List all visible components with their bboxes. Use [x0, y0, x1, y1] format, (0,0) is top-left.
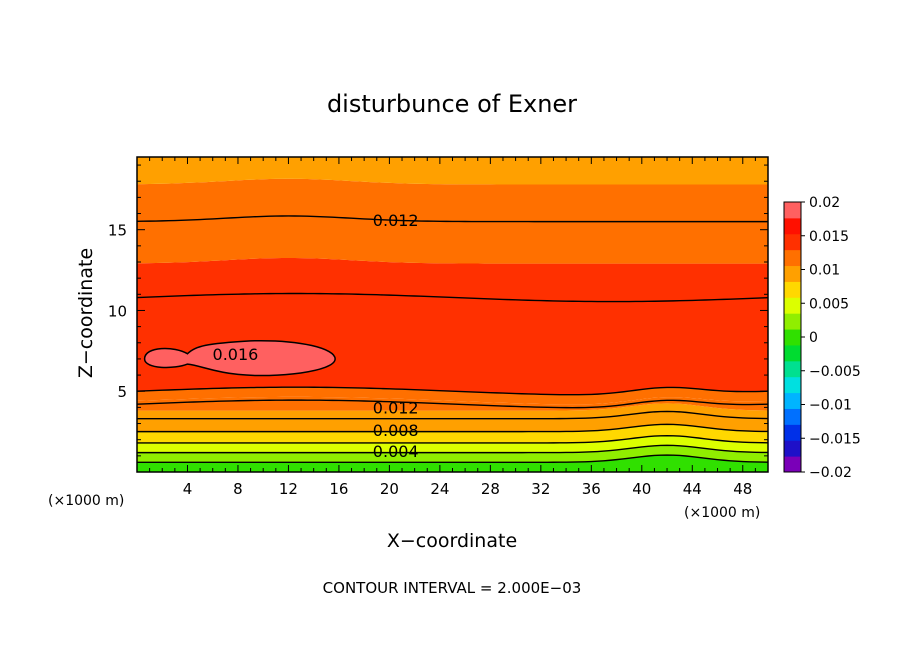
y-tick-label: 5 — [117, 383, 127, 401]
contour-line — [137, 410, 768, 420]
x-tick-label: 32 — [531, 480, 550, 498]
y-tick-label: 10 — [108, 302, 127, 320]
colorbar-label: 0.02 — [809, 195, 840, 211]
colorbar-label: −0.02 — [809, 465, 852, 481]
colorbar: 0.02 0.015 0.01 0.005 0 −0.005 −0.01 −0.015 −0.0… — [783, 195, 861, 481]
colorbar-label: −0.01 — [809, 398, 852, 414]
colorbar-label: 0 — [809, 330, 818, 346]
y-axis: 5 10 15 — [108, 164, 768, 457]
field-band — [137, 403, 768, 419]
x-tick-label: 20 — [380, 480, 399, 498]
x-tick-label: 48 — [733, 480, 752, 498]
x-axis: 4 8 12 16 20 24 28 32 36 40 44 48 — [149, 157, 756, 498]
colorbar-swatch — [784, 202, 801, 219]
colorbar-swatch — [784, 233, 801, 251]
colorbar-swatch — [784, 360, 801, 378]
contour-line — [137, 444, 768, 454]
field-band — [137, 435, 768, 453]
x-tick-label: 8 — [233, 480, 243, 498]
contour-label: 0.008 — [373, 421, 419, 440]
x-tick-label: 44 — [683, 480, 702, 498]
contour-label: 0.004 — [373, 442, 419, 461]
y-tick-label: 15 — [108, 222, 127, 240]
colorbar-label: 0.005 — [809, 296, 849, 312]
field-band — [137, 257, 768, 302]
x-axis-label: X−coordinate — [387, 530, 517, 552]
contour-interval-footer: CONTOUR INTERVAL = 2.000E−03 — [323, 579, 582, 597]
colorbar-swatch — [784, 313, 801, 330]
contour-line — [137, 434, 768, 444]
field-band — [137, 157, 768, 185]
colorbar-swatch — [784, 249, 801, 267]
contour-line — [137, 292, 768, 303]
colorbar-swatch — [784, 297, 801, 314]
x-tick-label: 12 — [279, 480, 298, 498]
colorbar-swatch — [784, 376, 801, 394]
x-tick-label: 4 — [183, 480, 193, 498]
colorbar-swatch — [784, 392, 801, 409]
x-tick-label: 36 — [582, 480, 601, 498]
x-unit-right: (×1000 m) — [684, 505, 760, 521]
colorbar-swatch — [784, 329, 801, 346]
colorbar-label: 0.015 — [809, 229, 849, 245]
x-tick-label: 24 — [430, 480, 449, 498]
colorbar-swatch — [784, 424, 801, 441]
colorbar-label: −0.015 — [809, 431, 861, 447]
contour-label: 0.016 — [213, 345, 259, 364]
contour-label: 0.012 — [373, 398, 419, 417]
contour-label: 0.012 — [373, 211, 419, 230]
colorbar-swatch — [784, 456, 801, 473]
colorbar-swatch — [784, 408, 801, 425]
contour-line — [137, 386, 768, 396]
colorbar-swatch — [784, 440, 801, 457]
y-axis-label: Z−coordinate — [75, 248, 97, 378]
colorbar-label: −0.005 — [809, 364, 861, 380]
colorbar-label: 0.01 — [809, 263, 840, 279]
field-band — [137, 424, 768, 443]
contour-line — [137, 399, 768, 409]
field-band — [137, 387, 768, 405]
x-tick-label: 28 — [481, 480, 500, 498]
colorbar-swatch — [784, 217, 801, 235]
contour-0.016-blob — [143, 339, 336, 377]
plot-area: 0.012 0.016 0.012 0.008 0.004 — [136, 156, 769, 473]
contour-line — [137, 423, 768, 433]
field-band — [137, 178, 768, 222]
chart-title: disturbunce of Exner — [327, 90, 577, 118]
x-unit-left: (×1000 m) — [48, 493, 124, 509]
x-tick-label: 40 — [632, 480, 651, 498]
field-band — [137, 411, 768, 432]
colorbar-swatch — [784, 344, 801, 362]
field-band — [137, 445, 768, 463]
contour-line — [137, 454, 768, 464]
field-layers: 0.012 0.016 0.012 0.008 0.004 — [137, 157, 768, 472]
colorbar-swatch — [784, 281, 801, 298]
field-band — [137, 455, 768, 472]
field-band — [137, 215, 768, 264]
colorbar-swatch — [784, 265, 801, 282]
x-tick-label: 16 — [329, 480, 348, 498]
contour-line — [137, 215, 768, 223]
